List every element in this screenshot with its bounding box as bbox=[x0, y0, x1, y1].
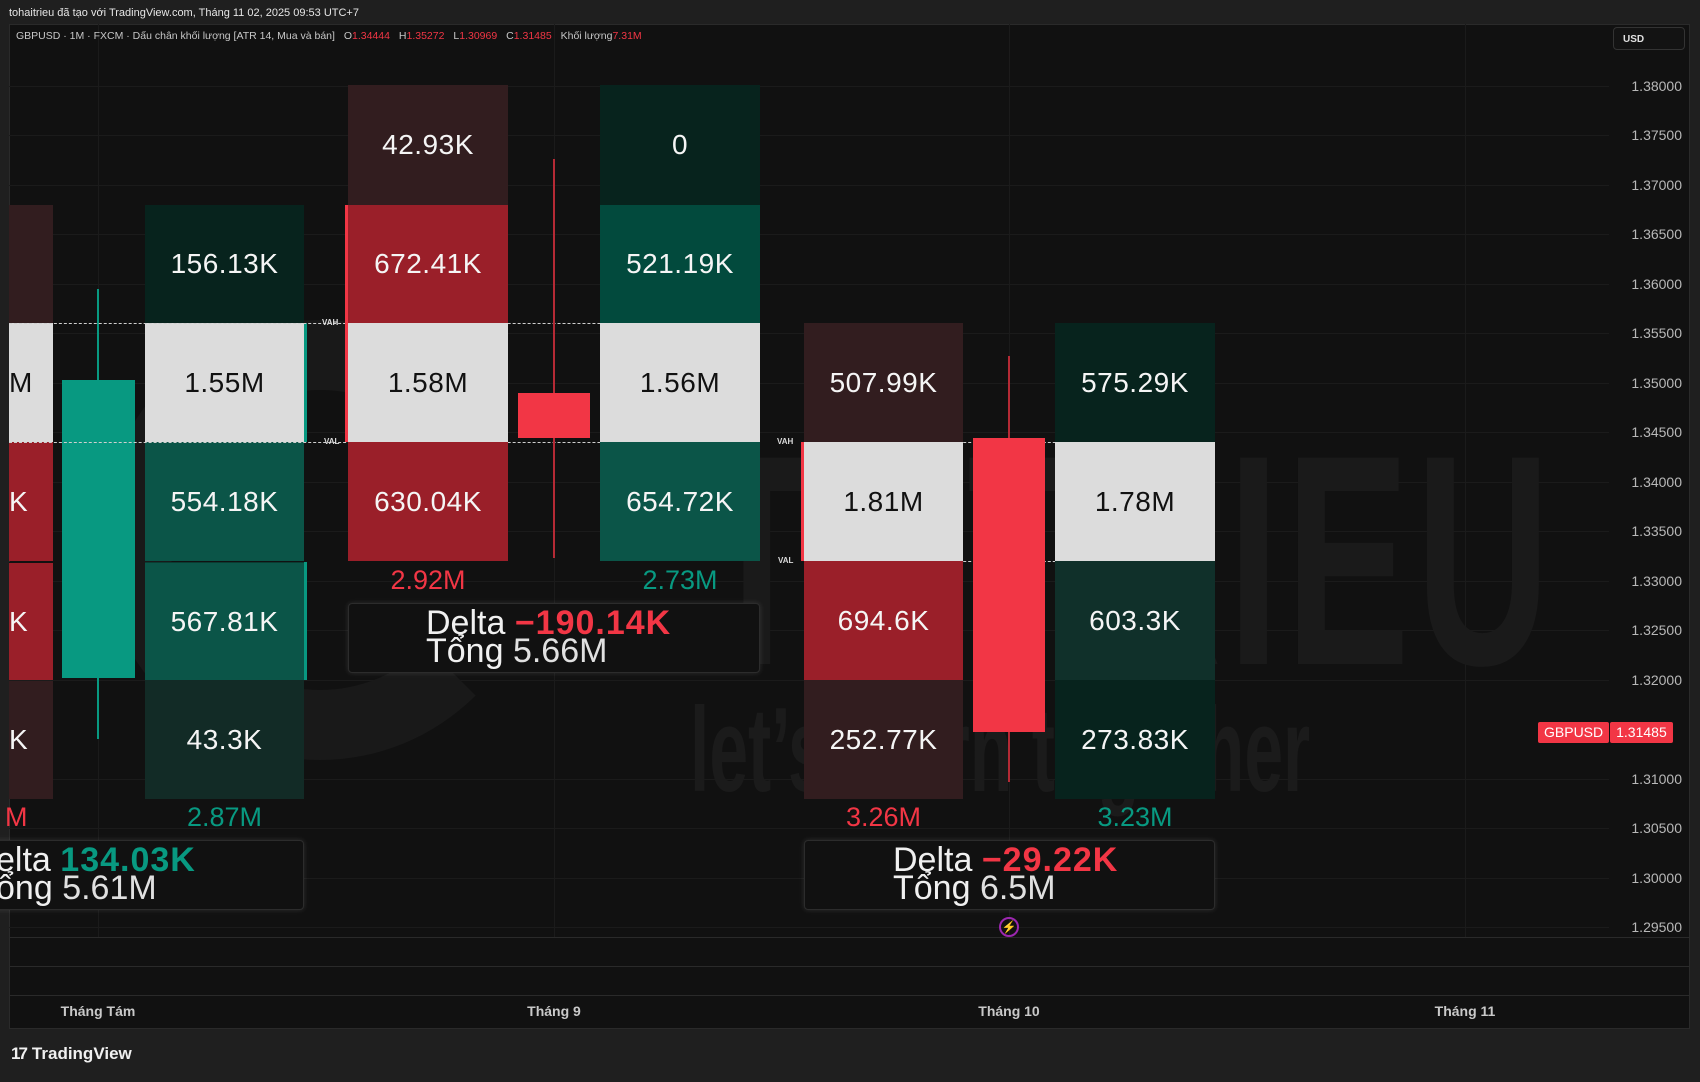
sell-total: M bbox=[5, 802, 28, 832]
time-axis-divider bbox=[9, 995, 1690, 996]
dividend-event-icon[interactable]: ⚡ bbox=[999, 917, 1019, 937]
last-price-value: 1.31485 bbox=[1610, 722, 1673, 743]
buy-total: 2.73M bbox=[642, 565, 718, 595]
pane-divider[interactable] bbox=[9, 966, 1690, 967]
buy-cell: 43.3K bbox=[145, 680, 304, 799]
tradingview-wordmark: TradingView bbox=[31, 1044, 132, 1063]
sell-cell: 507.99K bbox=[804, 323, 963, 442]
buy-cell: 156.13K bbox=[145, 205, 304, 323]
buy-cell: 273.83K bbox=[1055, 680, 1215, 799]
value-area-bar bbox=[304, 562, 307, 680]
sell-cell: 42.93K bbox=[348, 85, 508, 205]
buy-cell: 554.18K bbox=[145, 442, 304, 561]
time-label: Tháng 11 bbox=[1434, 1003, 1496, 1019]
buy-cell: 603.3K bbox=[1055, 561, 1215, 680]
value-area-bar bbox=[801, 442, 804, 561]
buy-total: 3.23M bbox=[1097, 802, 1173, 832]
sell-cell: 694.6K bbox=[804, 561, 963, 680]
sell-cell-poc: 1.81M bbox=[804, 442, 963, 561]
sell-cell: 672.41K bbox=[348, 205, 508, 323]
last-price-symbol: GBPUSD bbox=[1538, 722, 1610, 743]
time-label: Tháng 9 bbox=[527, 1003, 581, 1019]
tradingview-logo[interactable]: 17 TradingView bbox=[11, 1044, 132, 1064]
delta-value: −190.14K bbox=[514, 604, 672, 642]
delta-value: −29.22K bbox=[981, 841, 1119, 879]
value-area-bar bbox=[304, 323, 307, 442]
sell-cell: 630.04K bbox=[348, 442, 508, 561]
value-area-bar bbox=[345, 205, 348, 442]
sell-cell bbox=[9, 205, 53, 323]
sell-cell: K bbox=[9, 562, 53, 680]
buy-cell: 567.81K bbox=[145, 562, 304, 680]
sell-total: 3.26M bbox=[845, 802, 922, 832]
total-value: 5.61M bbox=[62, 869, 157, 907]
buy-cell: 0 bbox=[600, 85, 760, 205]
buy-cell: 654.72K bbox=[600, 442, 760, 561]
buy-cell: 575.29K bbox=[1055, 323, 1215, 442]
total-value: 5.66M bbox=[512, 632, 608, 670]
sell-total: 2.92M bbox=[390, 565, 466, 595]
vah-label: VAH bbox=[322, 318, 339, 327]
vah-label: VAH bbox=[777, 437, 794, 446]
last-price-label: GBPUSD 1.31485 bbox=[1538, 722, 1673, 743]
buy-total: 2.87M bbox=[186, 802, 263, 832]
buy-cell-poc: 1.78M bbox=[1055, 442, 1215, 561]
open-value: 1.34444 bbox=[352, 30, 390, 42]
delta-box: Delta −190.14K Tổng 5.66M bbox=[348, 603, 760, 673]
delta-box: elta 134.03K ổng 5.61M bbox=[0, 840, 304, 910]
val-label: VAL bbox=[778, 556, 794, 565]
candle-wick bbox=[553, 159, 555, 558]
val-label: VAL bbox=[324, 437, 340, 446]
candle-body-down[interactable] bbox=[518, 393, 590, 438]
symbol-legend[interactable]: GBPUSD · 1M · FXCM · Dấu chân khối lượng… bbox=[16, 30, 642, 42]
time-label: Tháng Tám bbox=[60, 1003, 136, 1019]
sell-cell: K bbox=[9, 442, 53, 561]
chart-credit: tohaitrieu đã tạo với TradingView.com, T… bbox=[9, 7, 359, 19]
low-value: 1.30969 bbox=[459, 30, 498, 42]
buy-cell: 521.19K bbox=[600, 205, 760, 323]
currency-button[interactable]: USD bbox=[1613, 27, 1685, 50]
delta-value: 134.03K bbox=[60, 841, 196, 879]
time-label: Tháng 10 bbox=[978, 1003, 1040, 1019]
total-value: 6.5M bbox=[979, 869, 1056, 907]
pane-divider[interactable] bbox=[9, 937, 1690, 938]
sell-cell: 252.77K bbox=[804, 680, 963, 799]
buy-cell-poc: 1.55M bbox=[145, 323, 304, 442]
high-value: 1.35272 bbox=[406, 30, 445, 42]
sell-cell-poc: 1.58M bbox=[348, 323, 508, 442]
volume-value: 7.31M bbox=[612, 30, 642, 42]
buy-cell-poc: 1.56M bbox=[600, 323, 760, 442]
sell-cell: K bbox=[9, 681, 53, 799]
sell-cell-poc: M bbox=[9, 323, 53, 442]
candle-body-up[interactable] bbox=[62, 380, 135, 678]
close-value: 1.31485 bbox=[513, 30, 552, 42]
delta-box: Delta −29.22K Tổng 6.5M bbox=[804, 840, 1215, 910]
candle-body-down[interactable] bbox=[973, 438, 1045, 732]
symbol-info[interactable]: GBPUSD · 1M · FXCM · Dấu chân khối lượng… bbox=[16, 30, 335, 42]
tradingview-mark-icon: 17 bbox=[11, 1044, 28, 1063]
